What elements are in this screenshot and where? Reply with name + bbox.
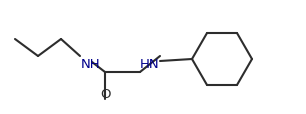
Text: O: O	[100, 87, 110, 100]
Text: NH: NH	[81, 57, 101, 70]
Text: HN: HN	[139, 57, 159, 70]
